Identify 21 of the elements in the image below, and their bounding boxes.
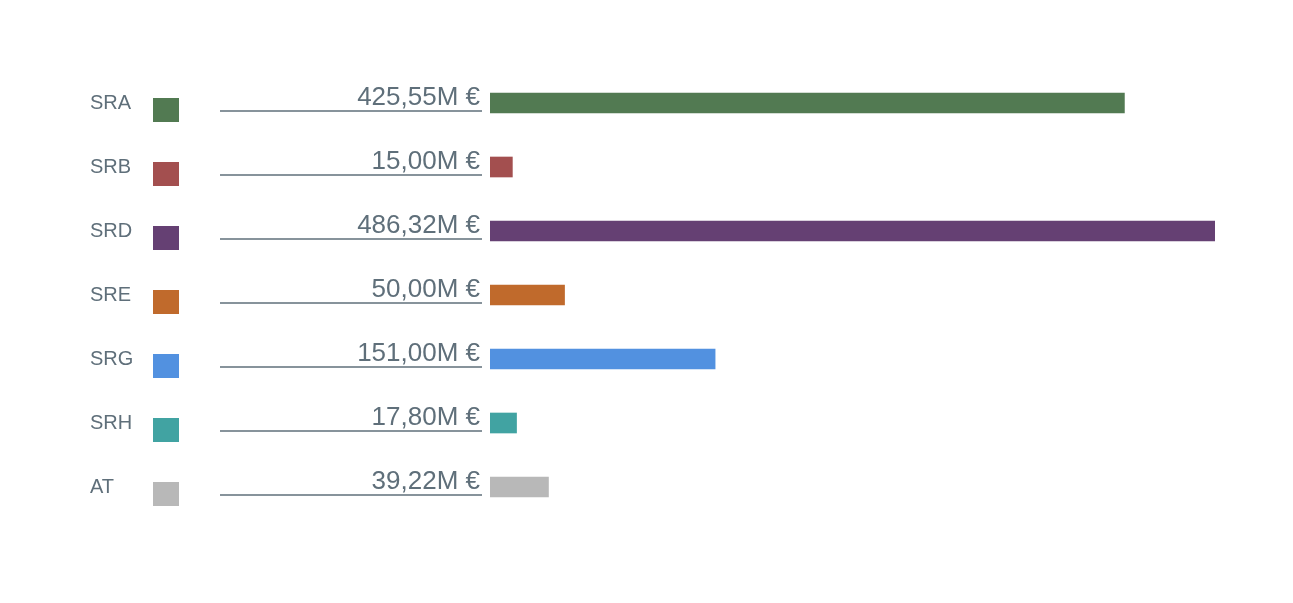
y-tick-label: SRH: [90, 410, 133, 433]
y-tick-label: SRG: [90, 346, 134, 369]
y-tick-label: SRE: [90, 282, 132, 305]
data-label: 50,00M €: [371, 273, 481, 303]
y-tick-label: SRD: [90, 218, 133, 241]
bar: [490, 284, 565, 306]
data-label: 425,55M €: [357, 81, 481, 111]
bar: [490, 476, 549, 498]
y-tick-label: SRB: [90, 154, 132, 177]
data-label: 151,00M €: [357, 337, 481, 367]
data-label: 15,00M €: [371, 145, 481, 175]
bar: [490, 220, 1215, 242]
data-label: 17,80M €: [371, 401, 481, 431]
y-tick-label: AT: [90, 474, 115, 497]
bar: [490, 412, 517, 434]
bar: [490, 348, 716, 370]
bar: [490, 156, 513, 178]
data-label: 486,32M €: [357, 209, 481, 239]
bar: [490, 92, 1125, 114]
y-tick-label: SRA: [90, 90, 132, 113]
data-label: 39,22M €: [371, 465, 481, 495]
